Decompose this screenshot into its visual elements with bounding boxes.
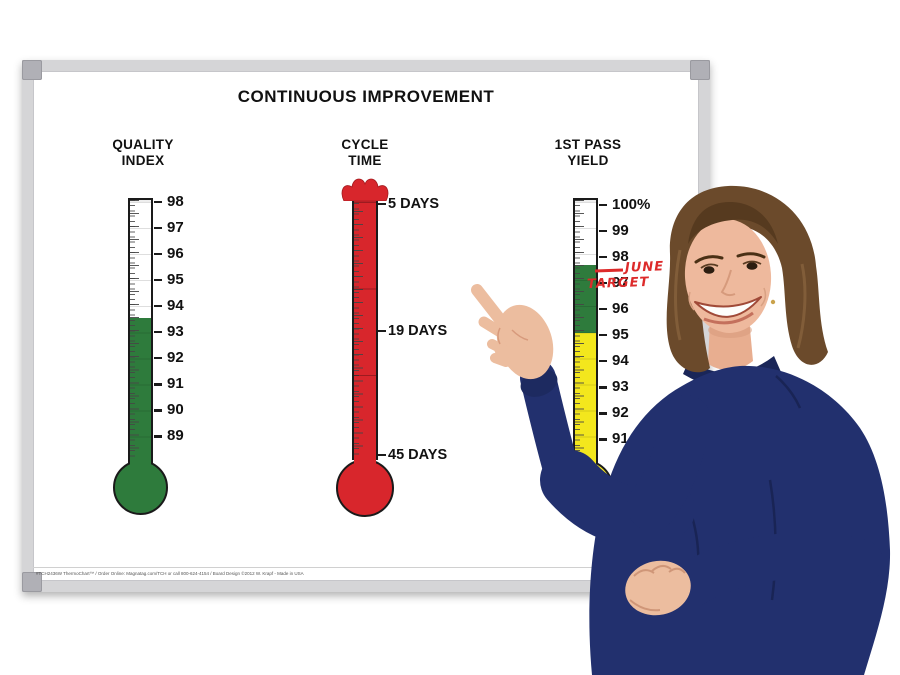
- tick-label: 98: [599, 244, 650, 270]
- smile-mouth: [694, 296, 762, 318]
- cycle-scale-label: 5 DAYS: [376, 196, 440, 212]
- tick-label: 91: [154, 371, 184, 397]
- quality-index-tube: [128, 198, 153, 464]
- frame-corner-cap: [22, 60, 42, 80]
- header-line: 1ST PASS: [554, 137, 622, 152]
- quality-index-tick-labels: 98 97 96 95 94 93 92 91 90 89: [154, 189, 184, 449]
- hair-fringe: [688, 202, 778, 244]
- header-line: CYCLE: [341, 137, 389, 152]
- left-eye: [703, 266, 715, 274]
- tick-label: 99: [599, 218, 650, 244]
- cycle-scale-label: 45 DAYS: [376, 447, 448, 463]
- nose: [720, 269, 736, 297]
- tick-label: 93: [154, 319, 184, 345]
- tick-label: 94: [599, 348, 650, 374]
- tick-label: 89: [154, 423, 184, 449]
- major-gridlines: [130, 200, 151, 462]
- smile-creases: [688, 287, 767, 311]
- tick-label: 92: [154, 345, 184, 371]
- fine-print: #TCH2436W ThermoChart™ / Order Online: M…: [36, 571, 304, 576]
- sleeve-upper-arm: [627, 395, 711, 531]
- earring: [770, 299, 776, 305]
- right-eye: [746, 262, 758, 270]
- lower-lip: [703, 311, 754, 325]
- quality-index-bulb: [113, 460, 168, 515]
- major-gridlines: [354, 198, 376, 458]
- thermochart-whiteboard: CONTINUOUS IMPROVEMENT QUALITY INDEX CYC…: [22, 60, 710, 592]
- eyelids: [700, 260, 762, 269]
- quality-index-header: QUALITY INDEX: [73, 137, 213, 169]
- tick-label: 92: [599, 400, 650, 426]
- tick-label: 95: [154, 267, 184, 293]
- sleeve-left-forearm: [669, 532, 883, 607]
- facial-features: [688, 252, 776, 325]
- cycle-scale-label: 19 DAYS: [376, 323, 448, 339]
- tick-label: 98: [154, 189, 184, 215]
- first-pass-yield-header: 1ST PASS YIELD: [518, 137, 658, 169]
- tube-bulb-junction: [354, 458, 376, 466]
- tick-label: 93: [599, 374, 650, 400]
- overflow-burst-icon: [341, 178, 389, 201]
- cycle-time-bulb: [336, 459, 394, 517]
- mid-tick-ruler: [575, 200, 584, 462]
- header-line: YIELD: [567, 153, 609, 168]
- tick-label: 96: [599, 296, 650, 322]
- mid-tick-ruler: [130, 200, 139, 462]
- tick-label: 95: [599, 322, 650, 348]
- index-finger: [471, 284, 526, 338]
- tick-label: 90: [154, 397, 184, 423]
- frame-corner-cap: [690, 60, 710, 80]
- hand-shading: [497, 327, 529, 345]
- cycle-time-header: CYCLE TIME: [295, 137, 435, 169]
- tube-bulb-junction: [130, 459, 151, 467]
- thumb: [494, 344, 530, 362]
- left-fist: [625, 560, 691, 616]
- cycle-time-tube: [352, 196, 378, 460]
- tick-label: 91: [599, 426, 650, 452]
- hair-highlights: [674, 249, 807, 349]
- board-title: CONTINUOUS IMPROVEMENT: [237, 87, 495, 106]
- board-footer-divider: [33, 567, 699, 568]
- pointing-hand: [471, 284, 558, 397]
- presenter-woman-photo: [471, 185, 891, 675]
- eyebrows: [694, 252, 766, 264]
- tick-label: 97: [154, 215, 184, 241]
- tick-label: 94: [154, 293, 184, 319]
- tick-label: 100%: [599, 192, 650, 218]
- header-line: TIME: [348, 153, 382, 168]
- middle-finger: [478, 316, 516, 344]
- first-pass-yield-tube: [573, 198, 598, 464]
- mid-tick-ruler: [354, 198, 363, 458]
- yield-tick-labels: 100% 99 98 97 96 95 94 93 92 91: [599, 192, 650, 452]
- header-line: INDEX: [121, 153, 165, 168]
- frame-corner-cap: [22, 572, 42, 592]
- tick-label: 96: [154, 241, 184, 267]
- major-gridlines: [575, 200, 596, 462]
- header-line: QUALITY: [112, 137, 174, 152]
- tick-label: 97: [599, 270, 650, 296]
